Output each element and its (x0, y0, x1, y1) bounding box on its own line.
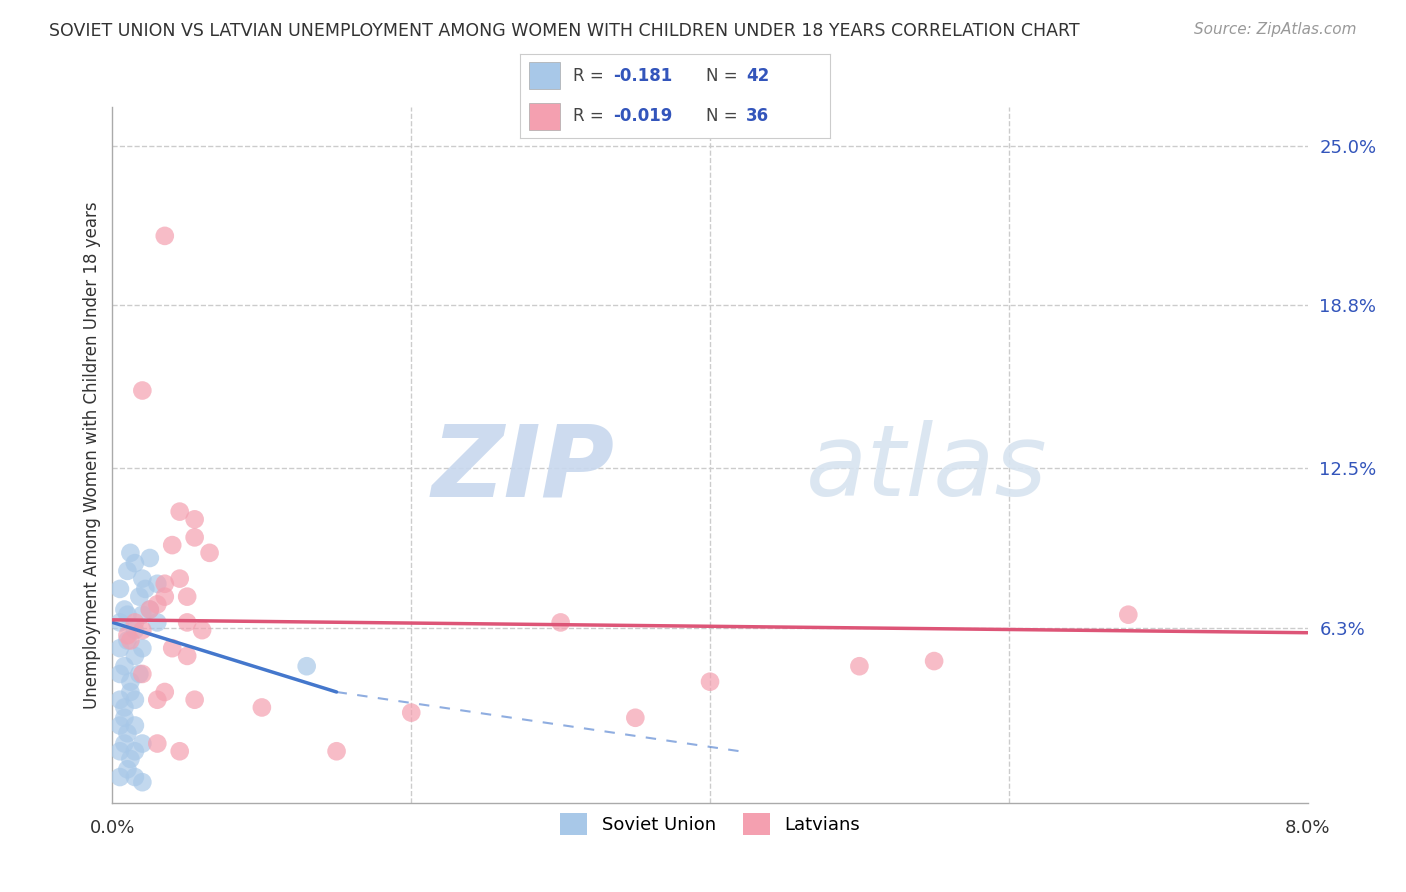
Point (120, 752, 142, 766)
Point (108, 718, 131, 732)
Point (128, 667, 150, 681)
Point (848, 659, 870, 673)
Point (295, 659, 318, 673)
Point (153, 228, 176, 243)
Point (146, 737, 169, 751)
Text: SOVIET UNION VS LATVIAN UNEMPLOYMENT AMONG WOMEN WITH CHILDREN UNDER 18 YEARS CO: SOVIET UNION VS LATVIAN UNEMPLOYMENT AMO… (49, 22, 1080, 40)
Point (146, 598, 169, 612)
Point (131, 737, 153, 751)
Point (191, 623, 214, 637)
Point (108, 615, 131, 630)
Point (550, 615, 572, 630)
Point (120, 685, 142, 699)
Point (624, 711, 647, 725)
Point (162, 538, 183, 552)
Point (162, 641, 183, 656)
Point (114, 700, 135, 714)
Point (169, 744, 191, 758)
FancyBboxPatch shape (530, 103, 561, 130)
Point (117, 726, 139, 740)
Text: N =: N = (706, 67, 742, 85)
Point (120, 674, 142, 689)
Point (176, 615, 198, 630)
Point (139, 602, 162, 616)
Text: 36: 36 (747, 107, 769, 125)
Point (114, 737, 135, 751)
Point (198, 546, 221, 560)
Point (131, 572, 153, 586)
Point (124, 744, 146, 758)
Point (108, 770, 131, 784)
Legend: Soviet Union, Latvians: Soviet Union, Latvians (553, 806, 868, 842)
Text: Source: ZipAtlas.com: Source: ZipAtlas.com (1194, 22, 1357, 37)
Point (401, 706, 423, 720)
Point (139, 551, 162, 566)
Point (176, 590, 198, 604)
Point (183, 530, 205, 544)
Text: -0.019: -0.019 (613, 107, 672, 125)
Point (325, 744, 347, 758)
Point (108, 744, 131, 758)
Point (131, 775, 153, 789)
Point (108, 641, 131, 656)
Point (114, 602, 135, 616)
Point (131, 384, 153, 398)
Text: -0.181: -0.181 (613, 67, 672, 85)
Point (153, 590, 176, 604)
Point (117, 564, 139, 578)
Point (176, 648, 198, 663)
Point (117, 633, 139, 648)
Point (131, 607, 153, 622)
Point (922, 654, 945, 668)
Point (153, 576, 176, 591)
Text: R =: R = (572, 107, 609, 125)
Point (108, 667, 131, 681)
Point (699, 674, 721, 689)
Point (124, 556, 146, 570)
Text: 42: 42 (747, 67, 769, 85)
Point (146, 615, 169, 630)
Point (146, 576, 169, 591)
Point (131, 667, 153, 681)
Point (120, 546, 142, 560)
Point (183, 692, 205, 706)
Point (120, 633, 142, 648)
Point (131, 623, 153, 637)
Point (169, 505, 191, 519)
Point (250, 700, 273, 714)
Point (114, 711, 135, 725)
Point (117, 762, 139, 776)
Point (139, 602, 162, 616)
Point (124, 692, 146, 706)
Point (128, 590, 150, 604)
Text: R =: R = (572, 67, 609, 85)
Point (169, 572, 191, 586)
Point (134, 582, 156, 596)
Point (117, 607, 139, 622)
Point (124, 770, 146, 784)
Point (124, 718, 146, 732)
Y-axis label: Unemployment Among Women with Children Under 18 years: Unemployment Among Women with Children U… (83, 201, 101, 709)
Point (153, 685, 176, 699)
Point (183, 512, 205, 526)
Point (108, 692, 131, 706)
Point (114, 659, 135, 673)
Point (146, 692, 169, 706)
Point (124, 623, 146, 637)
Text: ZIP: ZIP (432, 420, 614, 517)
Point (124, 648, 146, 663)
Point (131, 641, 153, 656)
Point (124, 615, 146, 630)
Text: N =: N = (706, 107, 742, 125)
Text: atlas: atlas (806, 420, 1047, 517)
Point (117, 628, 139, 642)
Point (108, 582, 131, 596)
FancyBboxPatch shape (530, 62, 561, 89)
Point (1118, 607, 1140, 622)
